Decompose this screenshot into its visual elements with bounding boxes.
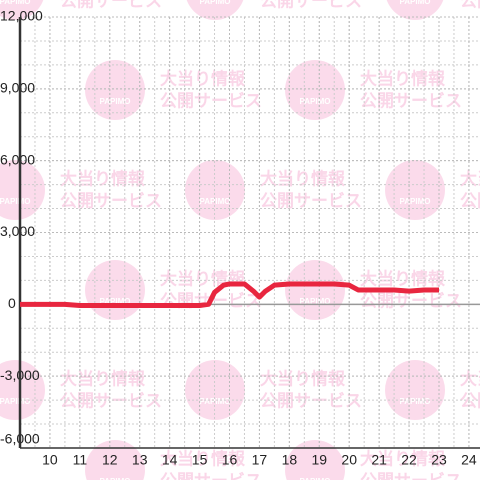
watermark-logo-circle bbox=[285, 260, 345, 320]
x-tick-label: 13 bbox=[132, 452, 148, 468]
y-tick-label: 9,000 bbox=[0, 80, 35, 96]
watermark-subtitle: 公開サービス bbox=[60, 191, 162, 210]
watermark-logo: PAPIMO bbox=[100, 97, 131, 106]
watermark-logo: PAPIMO bbox=[300, 297, 331, 306]
watermark-logo: PAPIMO bbox=[0, 0, 30, 6]
watermark-subtitle: 公開サービス bbox=[160, 471, 262, 480]
watermark-title: 大当り情報 bbox=[160, 68, 246, 88]
x-tick-label: 21 bbox=[371, 452, 387, 468]
x-tick-label: 23 bbox=[431, 452, 447, 468]
watermark-subtitle: 公開サービス bbox=[360, 471, 462, 480]
watermark-subtitle: 公開サービス bbox=[60, 0, 162, 10]
watermark-subtitle: 公開サービス bbox=[260, 0, 362, 10]
x-tick-label: 12 bbox=[102, 452, 118, 468]
watermark-logo: PAPIMO bbox=[200, 0, 231, 6]
watermark-title: 大当り情報 bbox=[260, 368, 346, 388]
watermark-subtitle: 公開サービス bbox=[460, 191, 480, 210]
watermark-title: 大当り情報 bbox=[460, 368, 480, 388]
watermark-logo-circle bbox=[385, 360, 445, 420]
x-tick-label: 14 bbox=[162, 452, 178, 468]
watermark-logo-circle bbox=[85, 260, 145, 320]
watermark-logo: PAPIMO bbox=[100, 477, 131, 480]
watermark-subtitle: 公開サービス bbox=[260, 191, 362, 210]
watermark-logo-circle bbox=[0, 160, 45, 220]
watermark-logo: PAPIMO bbox=[300, 97, 331, 106]
watermark-subtitle: 公開サービス bbox=[260, 391, 362, 410]
y-tick-label: 3,000 bbox=[0, 223, 35, 239]
watermark-title: 大当り情報 bbox=[60, 368, 146, 388]
watermark-logo: PAPIMO bbox=[300, 477, 331, 480]
plot: -6,000-3,00003,0006,0009,00012,000101112… bbox=[0, 8, 480, 468]
watermark-title: 大当り情報 bbox=[460, 168, 480, 188]
x-tick-label: 22 bbox=[401, 452, 417, 468]
watermark-title: 大当り情報 bbox=[160, 448, 246, 468]
x-tick-label: 16 bbox=[222, 452, 238, 468]
watermark-logo: PAPIMO bbox=[0, 397, 30, 406]
watermark-logo: PAPIMO bbox=[400, 197, 431, 206]
watermark-title: 大当り情報 bbox=[60, 168, 146, 188]
watermark-subtitle: 公開サービス bbox=[460, 391, 480, 410]
watermark-title: 大当り情報 bbox=[260, 168, 346, 188]
watermark-logo-circle bbox=[285, 440, 345, 480]
watermark-logo-circle bbox=[186, 0, 244, 20]
y-tick-label: 0 bbox=[8, 295, 16, 311]
x-tick-label: 19 bbox=[311, 452, 327, 468]
watermark-logo: PAPIMO bbox=[400, 0, 431, 6]
watermark-title: 大当り情報 bbox=[360, 68, 446, 88]
watermark-subtitle: 公開サービス bbox=[360, 91, 462, 110]
y-tick-label: 12,000 bbox=[0, 8, 43, 24]
watermark-subtitle: 公開サービス bbox=[60, 391, 162, 410]
x-tick-label: 24 bbox=[461, 452, 477, 468]
x-tick-label: 18 bbox=[282, 452, 298, 468]
watermark-title: 大当り情報 bbox=[360, 268, 446, 288]
watermark-logo-circle bbox=[386, 0, 444, 20]
x-tick-label: 10 bbox=[42, 452, 58, 468]
x-tick-label: 11 bbox=[73, 452, 88, 468]
watermark-logo-circle bbox=[385, 160, 445, 220]
watermark-logo: PAPIMO bbox=[400, 397, 431, 406]
x-tick-label: 20 bbox=[341, 452, 357, 468]
x-tick-label: 15 bbox=[192, 452, 208, 468]
y-tick-label: 6,000 bbox=[0, 151, 35, 167]
watermark-logo-circle bbox=[285, 60, 345, 120]
watermark-subtitle: 公開サービス bbox=[160, 91, 262, 110]
watermark-logo-circle bbox=[85, 440, 145, 480]
watermark-logo: PAPIMO bbox=[0, 197, 30, 206]
x-tick-label: 17 bbox=[252, 452, 268, 468]
watermark-logo-circle bbox=[0, 360, 45, 420]
watermark-title: 大当り情報 bbox=[360, 448, 446, 468]
watermark-subtitle: 公開サービス bbox=[460, 0, 480, 10]
watermark-logo-circle bbox=[85, 60, 145, 120]
watermark-subtitle: 公開サービス bbox=[360, 291, 462, 310]
series-line bbox=[20, 281, 439, 309]
watermark-logo-circle bbox=[0, 0, 44, 20]
watermark-logo: PAPIMO bbox=[100, 297, 131, 306]
